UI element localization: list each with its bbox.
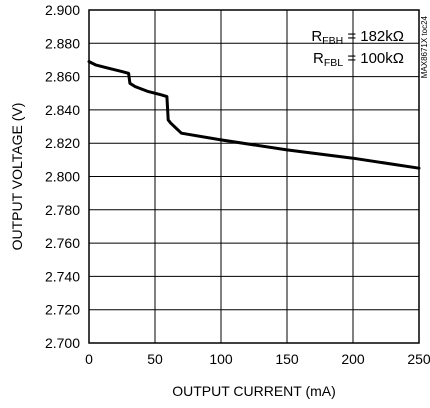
rfbh-subscript: FBH: [322, 35, 343, 47]
x-tick-label: 100: [209, 351, 233, 367]
y-axis-ticks: 2.700 2.720 2.740 2.760 2.780 2.800 2.820 2.840…: [45, 2, 80, 351]
rfbh-symbol: R: [311, 28, 322, 45]
y-axis-title: OUTPUT VOLTAGE (V): [9, 103, 25, 251]
x-axis-title: OUTPUT CURRENT (mA): [172, 383, 336, 399]
series-layer: [87, 60, 421, 170]
x-axis-ticks: 0 50 100 150 200 250: [85, 351, 430, 367]
y-tick-label: 2.820: [45, 135, 80, 151]
plot-frame: [88, 9, 420, 344]
x-tick-label: 150: [275, 351, 299, 367]
y-tick-label: 2.840: [45, 102, 80, 118]
x-tick-label: 200: [341, 351, 365, 367]
rfbh-annotation: RFBH = 182kΩ: [311, 28, 404, 47]
series-line: [87, 60, 421, 170]
y-tick-label: 2.760: [45, 235, 80, 251]
y-tick-label: 2.860: [45, 69, 80, 85]
y-tick-label: 2.900: [45, 2, 80, 18]
y-tick-label: 2.800: [45, 169, 80, 185]
x-tick-label: 50: [147, 351, 163, 367]
figure-id-note: MAX8671X toc24: [420, 15, 429, 78]
x-tick-label: 0: [85, 351, 93, 367]
rfbl-symbol: R: [313, 50, 324, 67]
rfbl-annotation: RFBL = 100kΩ: [313, 50, 404, 69]
y-tick-label: 2.780: [45, 202, 80, 218]
rfbl-subscript: FBL: [324, 57, 343, 69]
y-tick-label: 2.740: [45, 268, 80, 284]
y-tick-label: 2.720: [45, 302, 80, 318]
rfbl-value: = 100kΩ: [343, 50, 404, 67]
rfbh-value: = 182kΩ: [343, 28, 404, 45]
x-tick-label: 250: [407, 351, 430, 367]
y-tick-label: 2.880: [45, 35, 80, 51]
y-tick-label: 2.700: [45, 335, 80, 351]
